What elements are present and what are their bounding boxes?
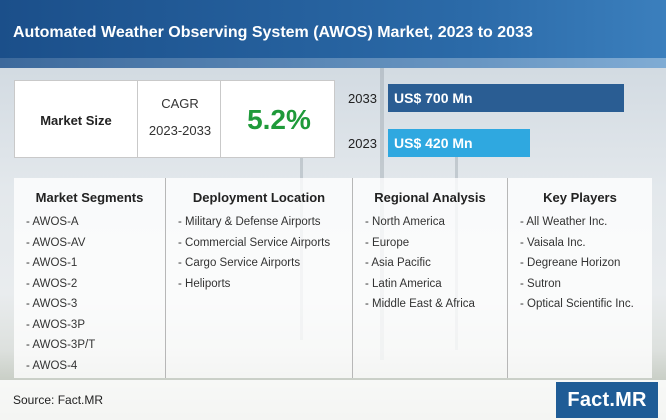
market-size-label: Market Size: [40, 112, 112, 128]
segment-item: - AWOS-3: [26, 298, 78, 310]
segment-item: - North America: [365, 216, 445, 228]
segment-item: - Commercial Service Airports: [178, 236, 331, 249]
segment-item: - All Weather Inc.: [520, 216, 608, 228]
segment-item: - Optical Scientific Inc.: [520, 298, 634, 310]
segment-item: - Middle East & Africa: [365, 298, 475, 310]
market-size-panel: Market Size CAGR 2023-2033 5.2%: [14, 80, 335, 158]
segment-item: - AWOS-1: [26, 257, 78, 269]
segment-item: - Asia Pacific: [365, 257, 431, 269]
segment-item: - Sutron: [520, 277, 561, 290]
segment-column: Deployment Location - Military & Defense …: [165, 178, 352, 378]
segment-item: - Degreane Horizon: [520, 257, 621, 269]
cagr-value: 5.2%: [247, 104, 311, 135]
bar-value-label: US$ 420 Mn: [394, 135, 473, 151]
market-size-bar-chart: 2033 US$ 700 Mn 2023 US$ 420 Mn: [340, 80, 640, 160]
segment-heading: Regional Analysis: [374, 190, 486, 205]
segment-heading: Key Players: [543, 190, 617, 205]
segment-item: - AWOS-4: [26, 359, 78, 372]
segment-list: - North America - Europe - Asia Pacific - L…: [365, 212, 475, 315]
factmr-logo: Fact.MR: [556, 382, 658, 418]
segment-heading: Deployment Location: [192, 190, 326, 205]
segment-item: - Cargo Service Airports: [178, 257, 301, 269]
segment-list: - AWOS-A - AWOS-AV - AWOS-1 - AWOS-2 - AWOS-…: [26, 212, 95, 376]
bar-year-label: 2023: [348, 136, 377, 151]
segment-item: - AWOS-3P/T: [26, 339, 96, 351]
segment-column: Market Segments - AWOS-A - AWOS-AV - AWOS-1…: [14, 178, 165, 378]
bar-2033: [388, 84, 624, 112]
segment-item: - AWOS-A: [26, 216, 79, 228]
cagr-label: CAGR: [161, 96, 199, 111]
segment-heading: Market Segments: [35, 190, 144, 205]
segment-item: - Military & Defense Airports: [178, 216, 321, 228]
page-title: Automated Weather Observing System (AWOS…: [13, 24, 533, 41]
segment-item: - AWOS-2: [26, 277, 78, 290]
segments-table: Market Segments - AWOS-A - AWOS-AV - AWOS-1…: [14, 178, 652, 378]
segment-item: - AWOS-AV: [26, 236, 86, 249]
bar-2023: [388, 129, 530, 157]
segment-column: Regional Analysis - North America - Europe…: [352, 178, 507, 378]
cagr-years: 2023-2033: [148, 123, 212, 138]
footer: Source: Fact.MR Fact.MR: [0, 380, 666, 420]
segment-column: Key Players - All Weather Inc. - Vaisala I…: [507, 178, 652, 378]
segment-item: - Europe: [365, 236, 410, 249]
cagr-box: CAGR 2023-2033: [137, 80, 221, 158]
segment-item: - AWOS-3P: [26, 318, 85, 331]
segment-list: - All Weather Inc. - Vaisala Inc. - Degrea…: [520, 212, 634, 315]
bar-value-label: US$ 700 Mn: [394, 90, 473, 106]
title-banner: Automated Weather Observing System (AWOS…: [0, 0, 666, 68]
segment-item: - Latin America: [365, 277, 442, 290]
bar-year-label: 2033: [348, 91, 377, 106]
segment-item: - Vaisala Inc.: [520, 236, 586, 249]
segment-list: - Military & Defense Airports - Commercia…: [178, 212, 330, 294]
source-text: Source: Fact.MR: [13, 393, 104, 407]
segment-item: - Heliports: [178, 277, 231, 290]
